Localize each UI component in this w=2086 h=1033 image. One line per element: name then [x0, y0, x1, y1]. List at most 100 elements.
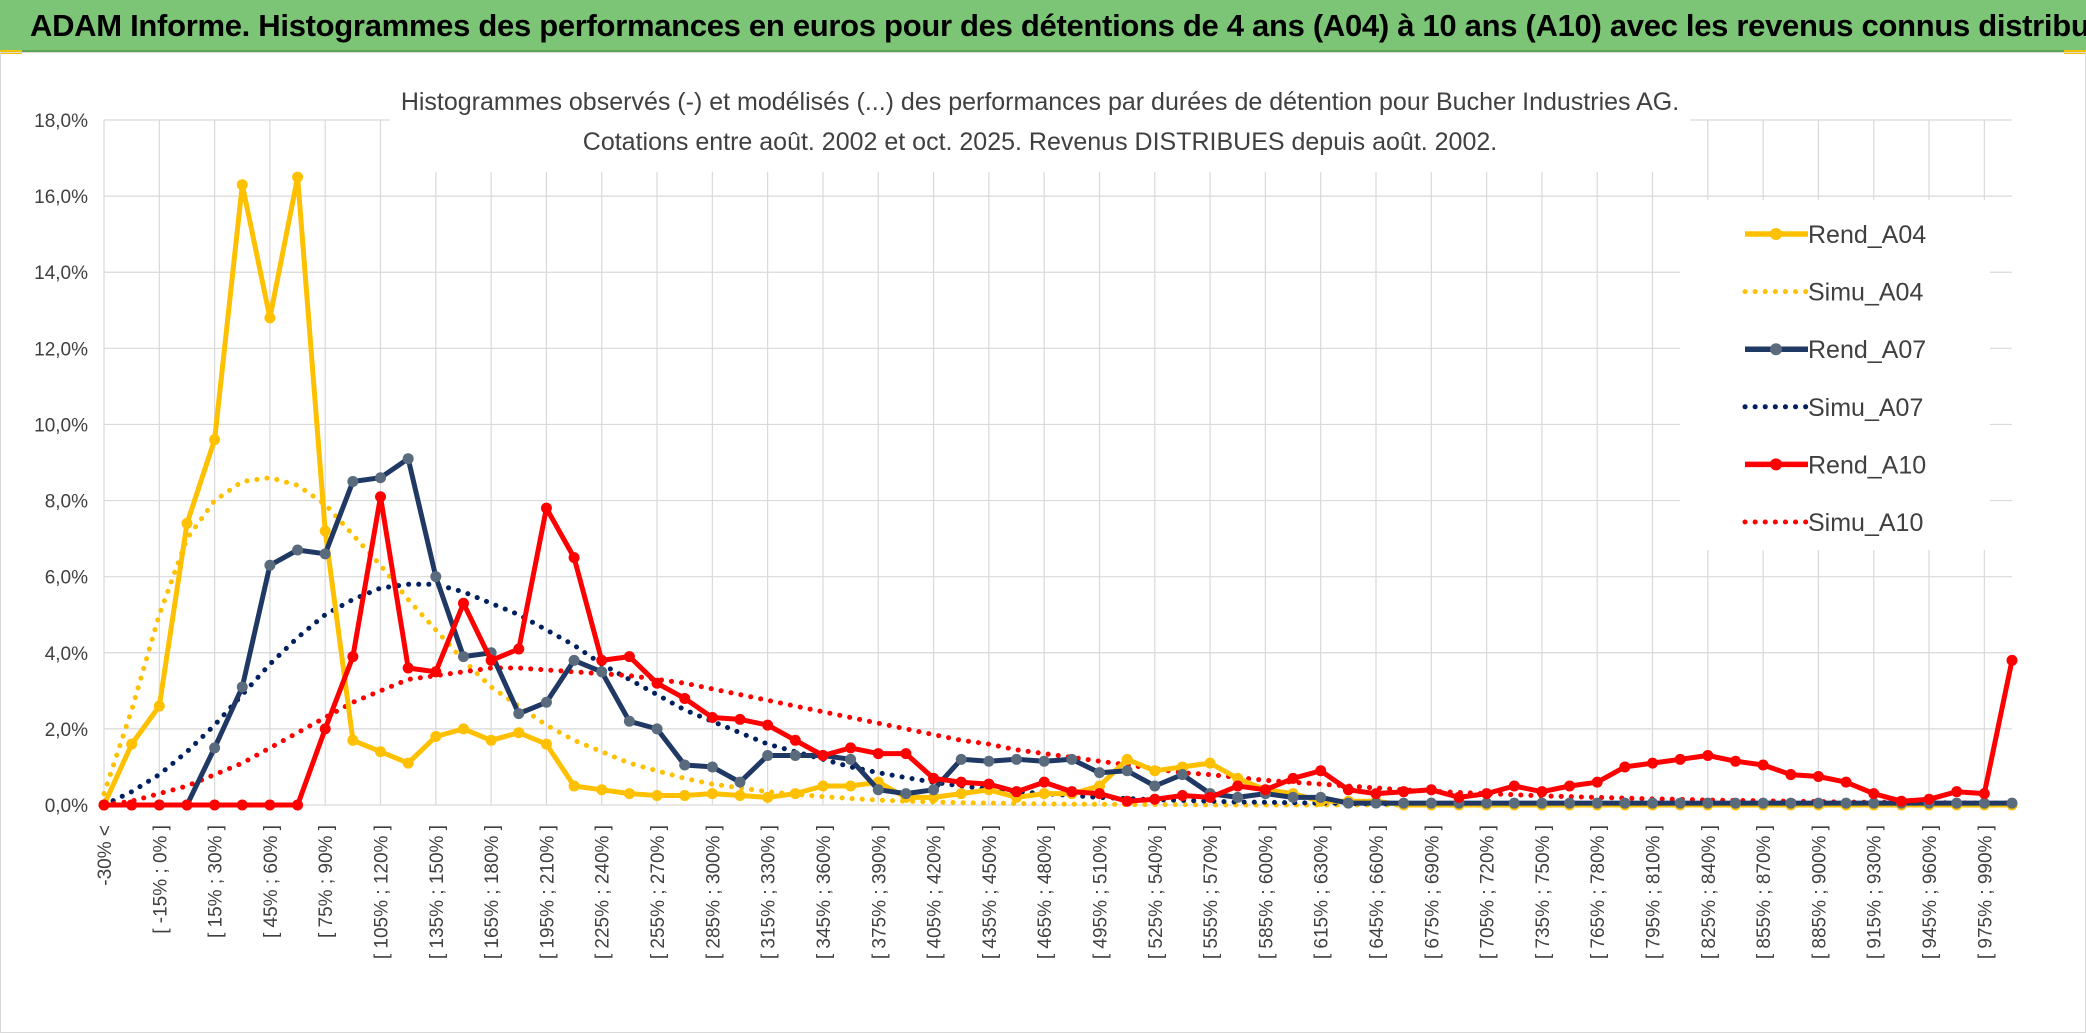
data-point	[706, 761, 718, 773]
data-point	[1951, 797, 1963, 809]
data-point	[319, 723, 331, 735]
data-point	[623, 788, 635, 800]
y-tick-label: 10,0%	[34, 415, 88, 436]
chart-subtitle: Cotations entre août. 2002 et oct. 2025.…	[583, 128, 1497, 156]
y-tick-label: 14,0%	[34, 263, 88, 284]
data-point	[1038, 788, 1050, 800]
x-tick-label: [ 345% ; 360% ]	[814, 825, 835, 959]
series-line	[101, 475, 2015, 808]
data-point	[1232, 772, 1244, 784]
x-tick-label: [ 885% ; 900% ]	[1809, 825, 1830, 959]
chart-title: Histogrammes observés (-) et modélisés (…	[401, 88, 1679, 116]
data-point	[1011, 786, 1023, 798]
data-point	[1564, 780, 1576, 792]
data-point	[375, 746, 387, 758]
x-tick-label: [ 45% ; 60% ]	[261, 825, 282, 938]
y-tick-label: 2,0%	[45, 720, 88, 741]
data-point	[1093, 780, 1105, 792]
data-point	[513, 708, 525, 720]
data-point	[1038, 755, 1050, 767]
data-point	[789, 788, 801, 800]
data-point	[1093, 788, 1105, 800]
data-point	[375, 491, 387, 503]
data-point	[568, 552, 580, 564]
y-tick-label: 4,0%	[45, 644, 88, 665]
data-point	[928, 791, 940, 803]
data-point	[900, 788, 912, 800]
data-point	[540, 738, 552, 750]
data-point	[983, 778, 995, 790]
data-point	[1370, 797, 1382, 809]
series-line	[101, 581, 2015, 808]
data-point	[1729, 755, 1741, 767]
y-tick-label: 8,0%	[45, 492, 88, 513]
data-point	[513, 727, 525, 739]
data-point	[1287, 772, 1299, 784]
data-point	[1481, 788, 1493, 800]
data-point	[872, 748, 884, 760]
data-point	[319, 525, 331, 537]
data-point	[955, 788, 967, 800]
data-point	[900, 748, 912, 760]
data-point	[485, 654, 497, 666]
data-point	[1812, 770, 1824, 782]
series-group	[98, 171, 2018, 811]
data-point	[1508, 797, 1520, 809]
data-point	[1619, 797, 1631, 809]
data-point	[457, 597, 469, 609]
data-point	[568, 780, 580, 792]
data-point	[651, 789, 663, 801]
data-point	[347, 734, 359, 746]
x-tick-label: [ 855% ; 870% ]	[1754, 825, 1775, 959]
data-point	[236, 799, 248, 811]
data-point	[1729, 797, 1741, 809]
data-point	[126, 799, 138, 811]
data-point	[209, 434, 221, 446]
data-point	[153, 700, 165, 712]
data-point	[1232, 791, 1244, 803]
data-point	[1674, 797, 1686, 809]
data-point	[430, 666, 442, 678]
legend-label: Simu_A10	[1808, 509, 1923, 537]
x-tick-label: [ 255% ; 270% ]	[648, 825, 669, 959]
chart-title-background	[390, 80, 1690, 172]
x-tick-label: [ 705% ; 720% ]	[1478, 825, 1499, 959]
legend-label: Simu_A07	[1808, 394, 1923, 422]
series-Simu_A10	[101, 665, 2015, 808]
legend-label: Rend_A07	[1808, 336, 1926, 364]
data-point	[734, 713, 746, 725]
data-point	[1702, 750, 1714, 762]
data-point	[706, 711, 718, 723]
data-point	[1591, 776, 1603, 788]
data-point	[540, 502, 552, 514]
data-point	[1093, 767, 1105, 779]
legend-label: Simu_A04	[1808, 279, 1923, 307]
series-line	[101, 456, 2015, 808]
x-tick-label: [ 945% ; 960% ]	[1920, 825, 1941, 959]
x-tick-label: [ 555% ; 570% ]	[1201, 825, 1222, 959]
data-point	[1978, 788, 1990, 800]
data-point	[347, 476, 359, 488]
data-point	[1038, 776, 1050, 788]
x-tick-label: [ 435% ; 450% ]	[980, 825, 1001, 959]
data-point	[651, 723, 663, 735]
data-point	[679, 789, 691, 801]
data-point	[1785, 797, 1797, 809]
data-point	[181, 517, 193, 529]
x-tick-label: [ 75% ; 90% ]	[316, 825, 337, 938]
x-tick-label: [ 525% ; 540% ]	[1146, 825, 1167, 959]
x-tick-label: [ 285% ; 300% ]	[703, 825, 724, 959]
data-point	[485, 734, 497, 746]
data-point	[1757, 797, 1769, 809]
data-point	[1398, 797, 1410, 809]
x-tick-label: [ 225% ; 240% ]	[593, 825, 614, 959]
x-tick-label: [ 975% ; 990% ]	[1975, 825, 1996, 959]
data-point	[983, 755, 995, 767]
x-tick-label: [ 405% ; 420% ]	[925, 825, 946, 959]
data-point	[1204, 791, 1216, 803]
data-point	[817, 780, 829, 792]
data-point	[1923, 793, 1935, 805]
data-point	[1868, 788, 1880, 800]
data-point	[513, 643, 525, 655]
